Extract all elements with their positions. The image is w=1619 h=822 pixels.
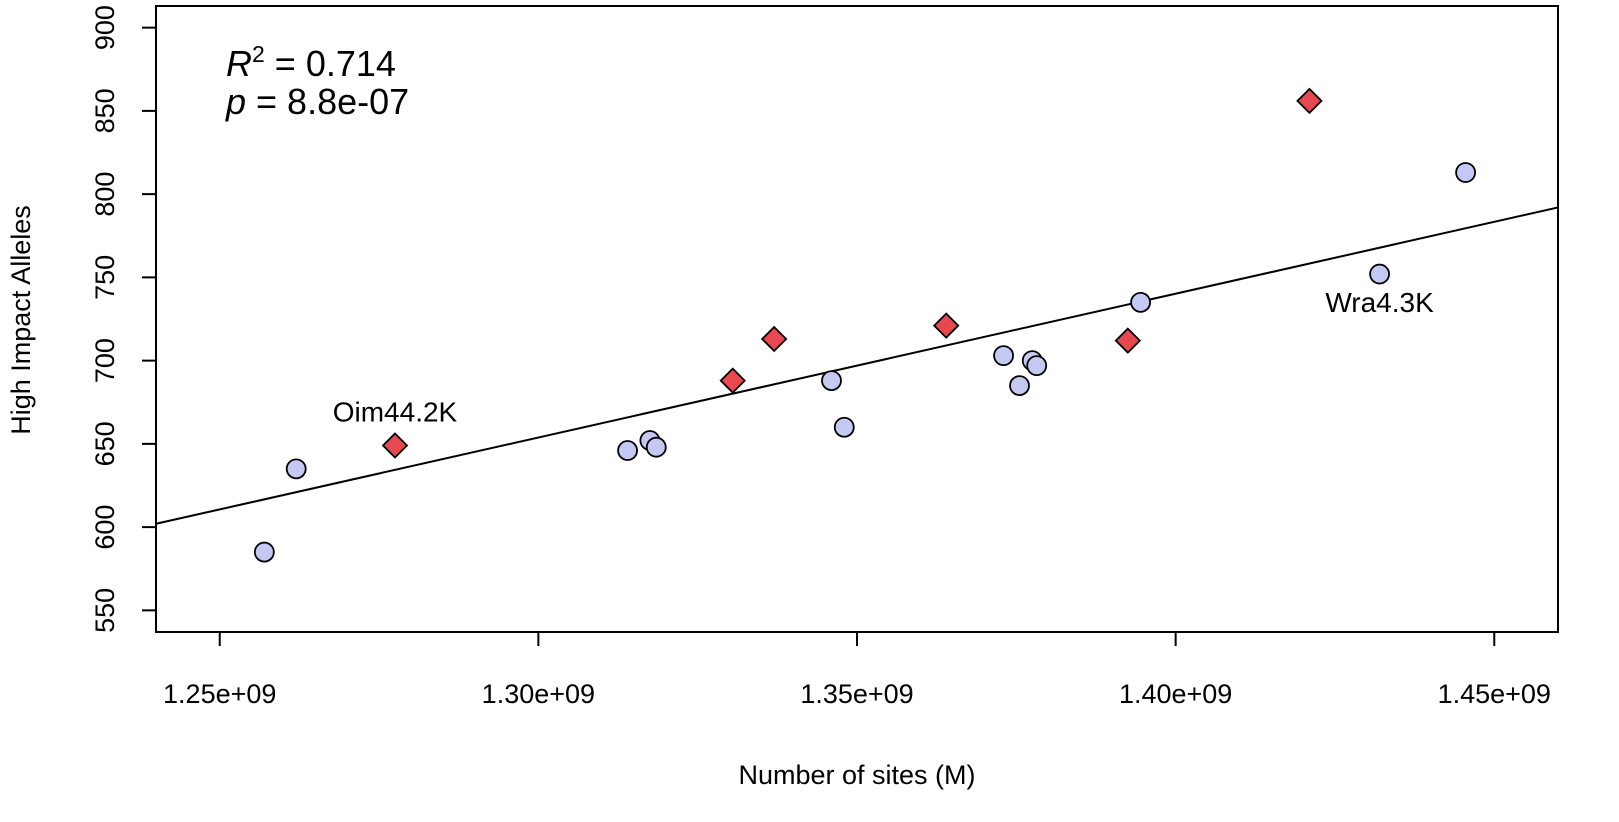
r2-superscript: 2: [252, 41, 265, 67]
circle-point: [1026, 355, 1048, 377]
circle-point: [833, 416, 855, 438]
p-value-text: p = 8.8e-07: [225, 81, 409, 122]
x-axis-label: Number of sites (M): [738, 760, 975, 790]
r-squared-text: R2 = 0.714: [226, 41, 396, 84]
point-label: Wra4.3K: [1325, 287, 1434, 318]
point-label: Oim44.2K: [333, 397, 458, 428]
circle-point: [617, 440, 638, 461]
diamond-point: [1114, 327, 1142, 354]
regression-line: [155, 206, 1559, 525]
y-tick-label: 550: [90, 588, 120, 633]
y-tick-label: 600: [90, 505, 120, 550]
r2-value: = 0.714: [265, 43, 396, 84]
circle-point: [1455, 162, 1476, 183]
diamond-point: [932, 312, 960, 339]
y-tick-label: 900: [90, 5, 120, 50]
y-tick-label: 750: [90, 255, 120, 300]
x-axis: 1.25e+09 1.30e+09 1.35e+09 1.40e+09 1.45e+09: [163, 631, 1551, 709]
circle-point: [1369, 263, 1390, 285]
y-tick-label: 650: [90, 421, 120, 466]
circle-point: [253, 541, 275, 563]
x-tick-label: 1.30e+09: [482, 679, 595, 709]
p-value: = 8.8e-07: [246, 81, 409, 122]
data-points: [253, 87, 1476, 563]
diamond-point: [760, 325, 788, 353]
circle-point: [1009, 375, 1030, 396]
y-axis: 550 600 650 700 750 800 850 900: [90, 5, 157, 633]
x-tick-label: 1.45e+09: [1438, 679, 1551, 709]
circle-point: [821, 370, 842, 392]
y-axis-label: High Impact Alleles: [6, 205, 36, 435]
r2-symbol: R: [226, 43, 252, 84]
diamond-point: [381, 432, 409, 459]
point-annotations: Oim44.2K Wra4.3K: [333, 287, 1434, 427]
y-tick-label: 850: [90, 88, 120, 133]
diamond-point: [719, 367, 747, 394]
y-tick-label: 700: [90, 338, 120, 383]
circle-point: [645, 436, 667, 458]
p-symbol: p: [225, 81, 246, 122]
y-tick-label: 800: [90, 172, 120, 217]
circle-point: [285, 458, 307, 480]
circle-point: [1130, 291, 1151, 313]
circle-point: [993, 345, 1014, 367]
x-tick-label: 1.25e+09: [163, 679, 276, 709]
x-tick-label: 1.35e+09: [800, 679, 913, 709]
x-tick-label: 1.40e+09: [1119, 679, 1232, 709]
diamond-point: [1296, 87, 1323, 115]
